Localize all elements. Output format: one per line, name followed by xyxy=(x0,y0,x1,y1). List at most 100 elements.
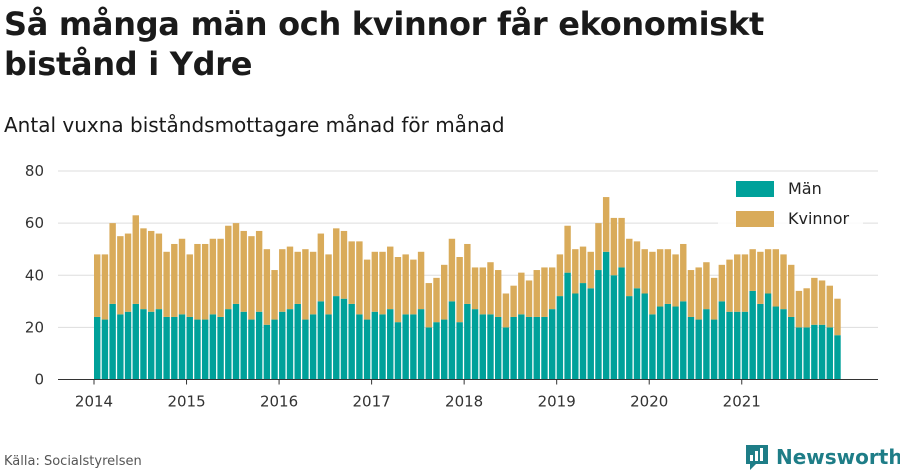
bar-men xyxy=(502,327,510,380)
bar-men xyxy=(556,296,564,380)
y-tick-label: 40 xyxy=(25,266,44,284)
bar-women xyxy=(695,267,702,320)
bar-women xyxy=(510,285,517,317)
bar-men xyxy=(587,288,594,380)
x-tick-label: 2021 xyxy=(723,393,761,411)
bar-men xyxy=(718,301,726,380)
bar-men xyxy=(232,303,240,380)
bar-men xyxy=(117,314,124,380)
bar-men xyxy=(387,309,394,380)
bar-men xyxy=(186,316,193,380)
bar-men xyxy=(155,309,163,380)
bar-women xyxy=(333,228,340,297)
bar-women xyxy=(171,243,178,317)
bar-men xyxy=(487,314,494,380)
bar-men xyxy=(610,275,618,380)
bar-men xyxy=(633,288,641,380)
bar-men xyxy=(602,251,610,380)
bar-men xyxy=(379,314,386,380)
bar-women xyxy=(556,254,564,297)
bar-women xyxy=(718,264,726,302)
bar-men xyxy=(132,303,139,380)
bar-women xyxy=(834,298,841,336)
bar-women xyxy=(155,233,163,310)
bar-men xyxy=(795,327,803,380)
chart-title: Så många män och kvinnor får ekonomiskt … xyxy=(4,5,765,83)
bar-women xyxy=(109,223,116,304)
bar-women xyxy=(248,236,255,320)
bar-women xyxy=(518,272,525,315)
bar-women xyxy=(525,280,533,317)
bar-women xyxy=(710,277,718,320)
legend-label: Kvinnor xyxy=(788,209,849,228)
bar-women xyxy=(641,249,648,294)
bar-women xyxy=(703,262,710,310)
bar-women xyxy=(433,277,440,323)
bar-women xyxy=(764,249,772,294)
bar-men xyxy=(456,322,463,380)
bar-women xyxy=(487,262,494,315)
bar-men xyxy=(271,319,278,380)
bar-women xyxy=(240,230,247,312)
bar-women xyxy=(664,249,672,304)
bar-women xyxy=(132,215,139,304)
bar-men xyxy=(178,314,186,380)
bar-men xyxy=(225,309,232,380)
bar-men xyxy=(140,309,147,380)
bar-men xyxy=(333,296,340,380)
bar-men xyxy=(209,314,217,380)
bar-women xyxy=(294,251,301,304)
bar-men xyxy=(294,303,301,380)
bar-men xyxy=(764,293,772,380)
bar-women xyxy=(448,238,456,302)
bar-women xyxy=(548,267,556,310)
source-note: Källa: Socialstyrelsen xyxy=(4,454,142,469)
bar-women xyxy=(818,280,826,325)
bar-women xyxy=(602,197,610,252)
bars xyxy=(94,197,841,380)
bar-men xyxy=(433,322,440,380)
bar-women xyxy=(680,243,687,302)
bar-women xyxy=(255,230,263,312)
bar-men xyxy=(510,316,517,380)
bar-women xyxy=(749,249,756,291)
bar-men xyxy=(818,324,826,380)
bar-men xyxy=(710,319,718,380)
bar-men xyxy=(302,319,309,380)
bar-women xyxy=(541,267,548,317)
bar-women xyxy=(618,217,625,268)
bar-women xyxy=(656,249,664,307)
bar-men xyxy=(641,293,648,380)
bar-men xyxy=(356,314,363,380)
bar-women xyxy=(502,293,510,328)
bar-women xyxy=(163,251,170,317)
bar-men xyxy=(464,303,471,380)
bar-women xyxy=(826,285,833,328)
bar-men xyxy=(579,283,587,380)
bar-men xyxy=(726,311,733,380)
bar-men xyxy=(194,319,201,380)
newsworthy-logo[interactable]: Newsworthy xyxy=(744,442,900,472)
bar-men xyxy=(217,316,224,380)
chart-subtitle: Antal vuxna biståndsmottagare månad för … xyxy=(4,113,505,137)
bar-men xyxy=(811,324,818,380)
bar-men xyxy=(826,327,833,380)
bar-women xyxy=(456,257,463,323)
bar-women xyxy=(687,270,695,317)
bar-men xyxy=(417,309,425,380)
bar-women xyxy=(286,246,294,310)
legend-label: Män xyxy=(788,179,822,198)
bar-women xyxy=(479,267,486,315)
bar-women xyxy=(795,290,803,328)
bar-women xyxy=(610,217,618,276)
bar-women xyxy=(494,270,502,317)
bar-women xyxy=(533,270,540,317)
bar-men xyxy=(788,316,795,380)
bar-men xyxy=(240,311,247,380)
y-axis: 0 20 40 60 80 xyxy=(25,162,44,389)
bar-men xyxy=(448,301,456,380)
bar-men xyxy=(695,319,702,380)
x-tick-label: 2017 xyxy=(353,393,391,411)
y-tick-label: 80 xyxy=(25,162,44,180)
